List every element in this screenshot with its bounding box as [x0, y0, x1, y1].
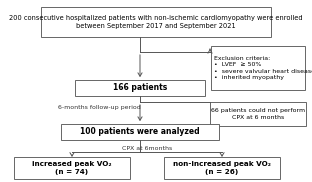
Text: 66 patients could not perform
CPX at 6 months: 66 patients could not perform CPX at 6 m…: [211, 108, 305, 120]
Text: 6-months follow-up period: 6-months follow-up period: [58, 106, 141, 110]
Text: 166 patients: 166 patients: [113, 84, 167, 92]
FancyBboxPatch shape: [210, 102, 306, 126]
FancyBboxPatch shape: [41, 7, 271, 37]
Text: non-increased peak VO₂
(n = 26): non-increased peak VO₂ (n = 26): [173, 161, 271, 175]
FancyBboxPatch shape: [75, 80, 205, 96]
FancyBboxPatch shape: [164, 157, 280, 179]
Text: Exclusion criteria:
•  LVEF  ≥ 50%
•  severe valvular heart disease
•  inherited: Exclusion criteria: • LVEF ≥ 50% • sever…: [214, 56, 312, 80]
Text: 100 patients were analyzed: 100 patients were analyzed: [80, 128, 200, 136]
FancyBboxPatch shape: [211, 46, 305, 90]
Text: 200 consecutive hospitalized patients with non-ischemic cardiomyopathy were enro: 200 consecutive hospitalized patients wi…: [9, 15, 303, 29]
FancyBboxPatch shape: [61, 124, 219, 140]
FancyBboxPatch shape: [14, 157, 130, 179]
Text: CPX at 6months: CPX at 6months: [122, 145, 172, 151]
Text: increased peak VO₂
(n = 74): increased peak VO₂ (n = 74): [32, 161, 112, 175]
